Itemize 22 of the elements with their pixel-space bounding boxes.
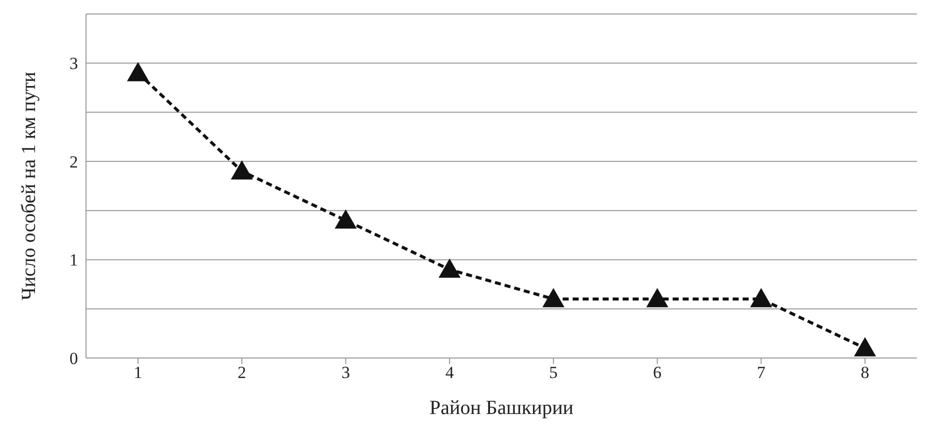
point — [854, 337, 876, 356]
x-tick-label: 3 — [341, 363, 350, 382]
point — [750, 288, 772, 308]
x-axis-title: Район Башкирии — [430, 397, 574, 419]
point — [230, 160, 253, 180]
point — [334, 209, 357, 229]
x-tick-label: 2 — [238, 363, 246, 382]
y-tick-label: 2 — [70, 152, 78, 172]
x-tick-label: 7 — [756, 363, 766, 382]
point — [646, 288, 668, 308]
point — [438, 258, 461, 278]
point — [127, 62, 149, 82]
y-tick-label: 1 — [70, 250, 78, 270]
x-tick-label: 5 — [549, 363, 558, 382]
x-tick-label: 1 — [134, 363, 142, 382]
y-tick-label: 0 — [70, 349, 78, 368]
point — [542, 288, 564, 308]
y-axis-title: Число особей на 1 км пути — [18, 71, 40, 300]
x-tick-label: 6 — [653, 363, 662, 382]
x-tick-label: 8 — [860, 363, 870, 382]
y-tick-label: 3 — [70, 54, 78, 74]
x-tick-label: 4 — [445, 363, 454, 382]
